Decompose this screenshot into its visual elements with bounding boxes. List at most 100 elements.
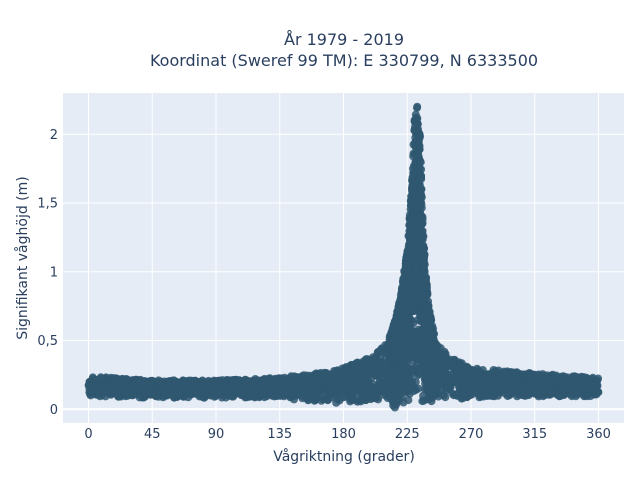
data-point bbox=[373, 348, 382, 357]
y-tick-label: 0 bbox=[50, 403, 58, 418]
data-point bbox=[258, 378, 267, 387]
y-tick-label: 1 bbox=[50, 265, 58, 280]
data-point bbox=[394, 384, 403, 393]
data-point bbox=[401, 293, 410, 302]
data-point bbox=[349, 387, 358, 396]
data-point bbox=[367, 383, 375, 391]
data-point bbox=[524, 379, 533, 388]
data-point bbox=[409, 152, 418, 161]
x-tick-label: 45 bbox=[144, 427, 161, 442]
x-tick-label: 0 bbox=[84, 427, 92, 442]
data-point bbox=[404, 306, 413, 314]
data-point bbox=[416, 192, 425, 201]
data-point bbox=[394, 363, 403, 372]
data-point bbox=[418, 215, 427, 224]
data-point bbox=[250, 387, 259, 396]
data-point bbox=[190, 380, 199, 389]
data-point bbox=[147, 381, 156, 390]
data-point bbox=[441, 367, 450, 376]
data-point bbox=[439, 374, 448, 383]
data-point bbox=[347, 370, 356, 379]
data-point bbox=[357, 390, 366, 399]
data-point bbox=[274, 382, 282, 391]
data-point bbox=[129, 380, 138, 389]
data-point bbox=[412, 204, 421, 212]
data-point bbox=[368, 353, 377, 362]
data-point bbox=[426, 362, 435, 371]
x-tick-label: 360 bbox=[586, 427, 611, 442]
data-point bbox=[306, 371, 314, 380]
data-point bbox=[327, 393, 336, 402]
data-point bbox=[414, 343, 423, 352]
data-point bbox=[429, 381, 438, 390]
data-point bbox=[416, 157, 425, 165]
data-point bbox=[457, 376, 466, 385]
data-point bbox=[320, 372, 328, 380]
data-point bbox=[230, 381, 239, 390]
data-point bbox=[451, 370, 460, 378]
data-point bbox=[341, 392, 349, 401]
data-point bbox=[180, 381, 189, 390]
data-point bbox=[421, 379, 430, 388]
data-point bbox=[129, 391, 137, 400]
data-point bbox=[443, 383, 452, 392]
data-point bbox=[487, 375, 496, 384]
data-point bbox=[585, 385, 594, 394]
data-point bbox=[409, 183, 418, 192]
data-point bbox=[537, 386, 546, 395]
data-point bbox=[314, 376, 323, 385]
data-point bbox=[415, 296, 424, 304]
data-point bbox=[477, 392, 486, 401]
data-point bbox=[330, 367, 339, 375]
data-point bbox=[558, 382, 567, 391]
data-point bbox=[471, 378, 479, 387]
data-point bbox=[215, 381, 224, 390]
data-point bbox=[265, 374, 274, 383]
data-point bbox=[478, 382, 487, 391]
data-point bbox=[507, 382, 516, 391]
data-point bbox=[450, 364, 459, 372]
data-point bbox=[287, 372, 296, 381]
data-point bbox=[418, 362, 427, 370]
grid-lines bbox=[63, 93, 624, 423]
data-point bbox=[340, 364, 349, 373]
data-point bbox=[403, 247, 412, 256]
data-point bbox=[503, 392, 512, 401]
data-point bbox=[414, 275, 423, 284]
x-tick-label: 180 bbox=[331, 427, 356, 442]
data-point bbox=[399, 274, 408, 283]
data-point bbox=[409, 364, 418, 373]
data-point bbox=[561, 376, 570, 384]
data-point bbox=[276, 374, 285, 383]
data-point bbox=[588, 378, 597, 387]
chart-title-line1: År 1979 - 2019 bbox=[284, 30, 404, 49]
data-point bbox=[336, 384, 345, 392]
data-point bbox=[404, 264, 413, 273]
data-point bbox=[88, 373, 97, 382]
data-point bbox=[511, 375, 520, 384]
data-point bbox=[502, 374, 511, 383]
data-point bbox=[425, 319, 434, 328]
data-point bbox=[389, 371, 398, 380]
data-point bbox=[415, 242, 423, 251]
data-point bbox=[404, 331, 413, 340]
data-point bbox=[500, 367, 508, 376]
data-point bbox=[410, 220, 419, 229]
data-point bbox=[406, 197, 415, 206]
data-point bbox=[574, 389, 582, 397]
data-point bbox=[419, 255, 428, 264]
data-point bbox=[198, 380, 207, 389]
x-tick-label: 315 bbox=[522, 427, 547, 442]
data-point bbox=[114, 391, 123, 400]
data-point bbox=[414, 137, 423, 146]
x-tick-label: 135 bbox=[267, 427, 292, 442]
data-point bbox=[326, 382, 335, 391]
data-point bbox=[428, 393, 437, 402]
data-point bbox=[423, 306, 432, 315]
data-point bbox=[573, 376, 582, 385]
data-point bbox=[375, 363, 384, 372]
data-point bbox=[407, 381, 416, 390]
data-point bbox=[468, 390, 477, 399]
data-point bbox=[217, 393, 226, 402]
y-axis-title: Signifikant våghöjd (m) bbox=[14, 176, 31, 339]
